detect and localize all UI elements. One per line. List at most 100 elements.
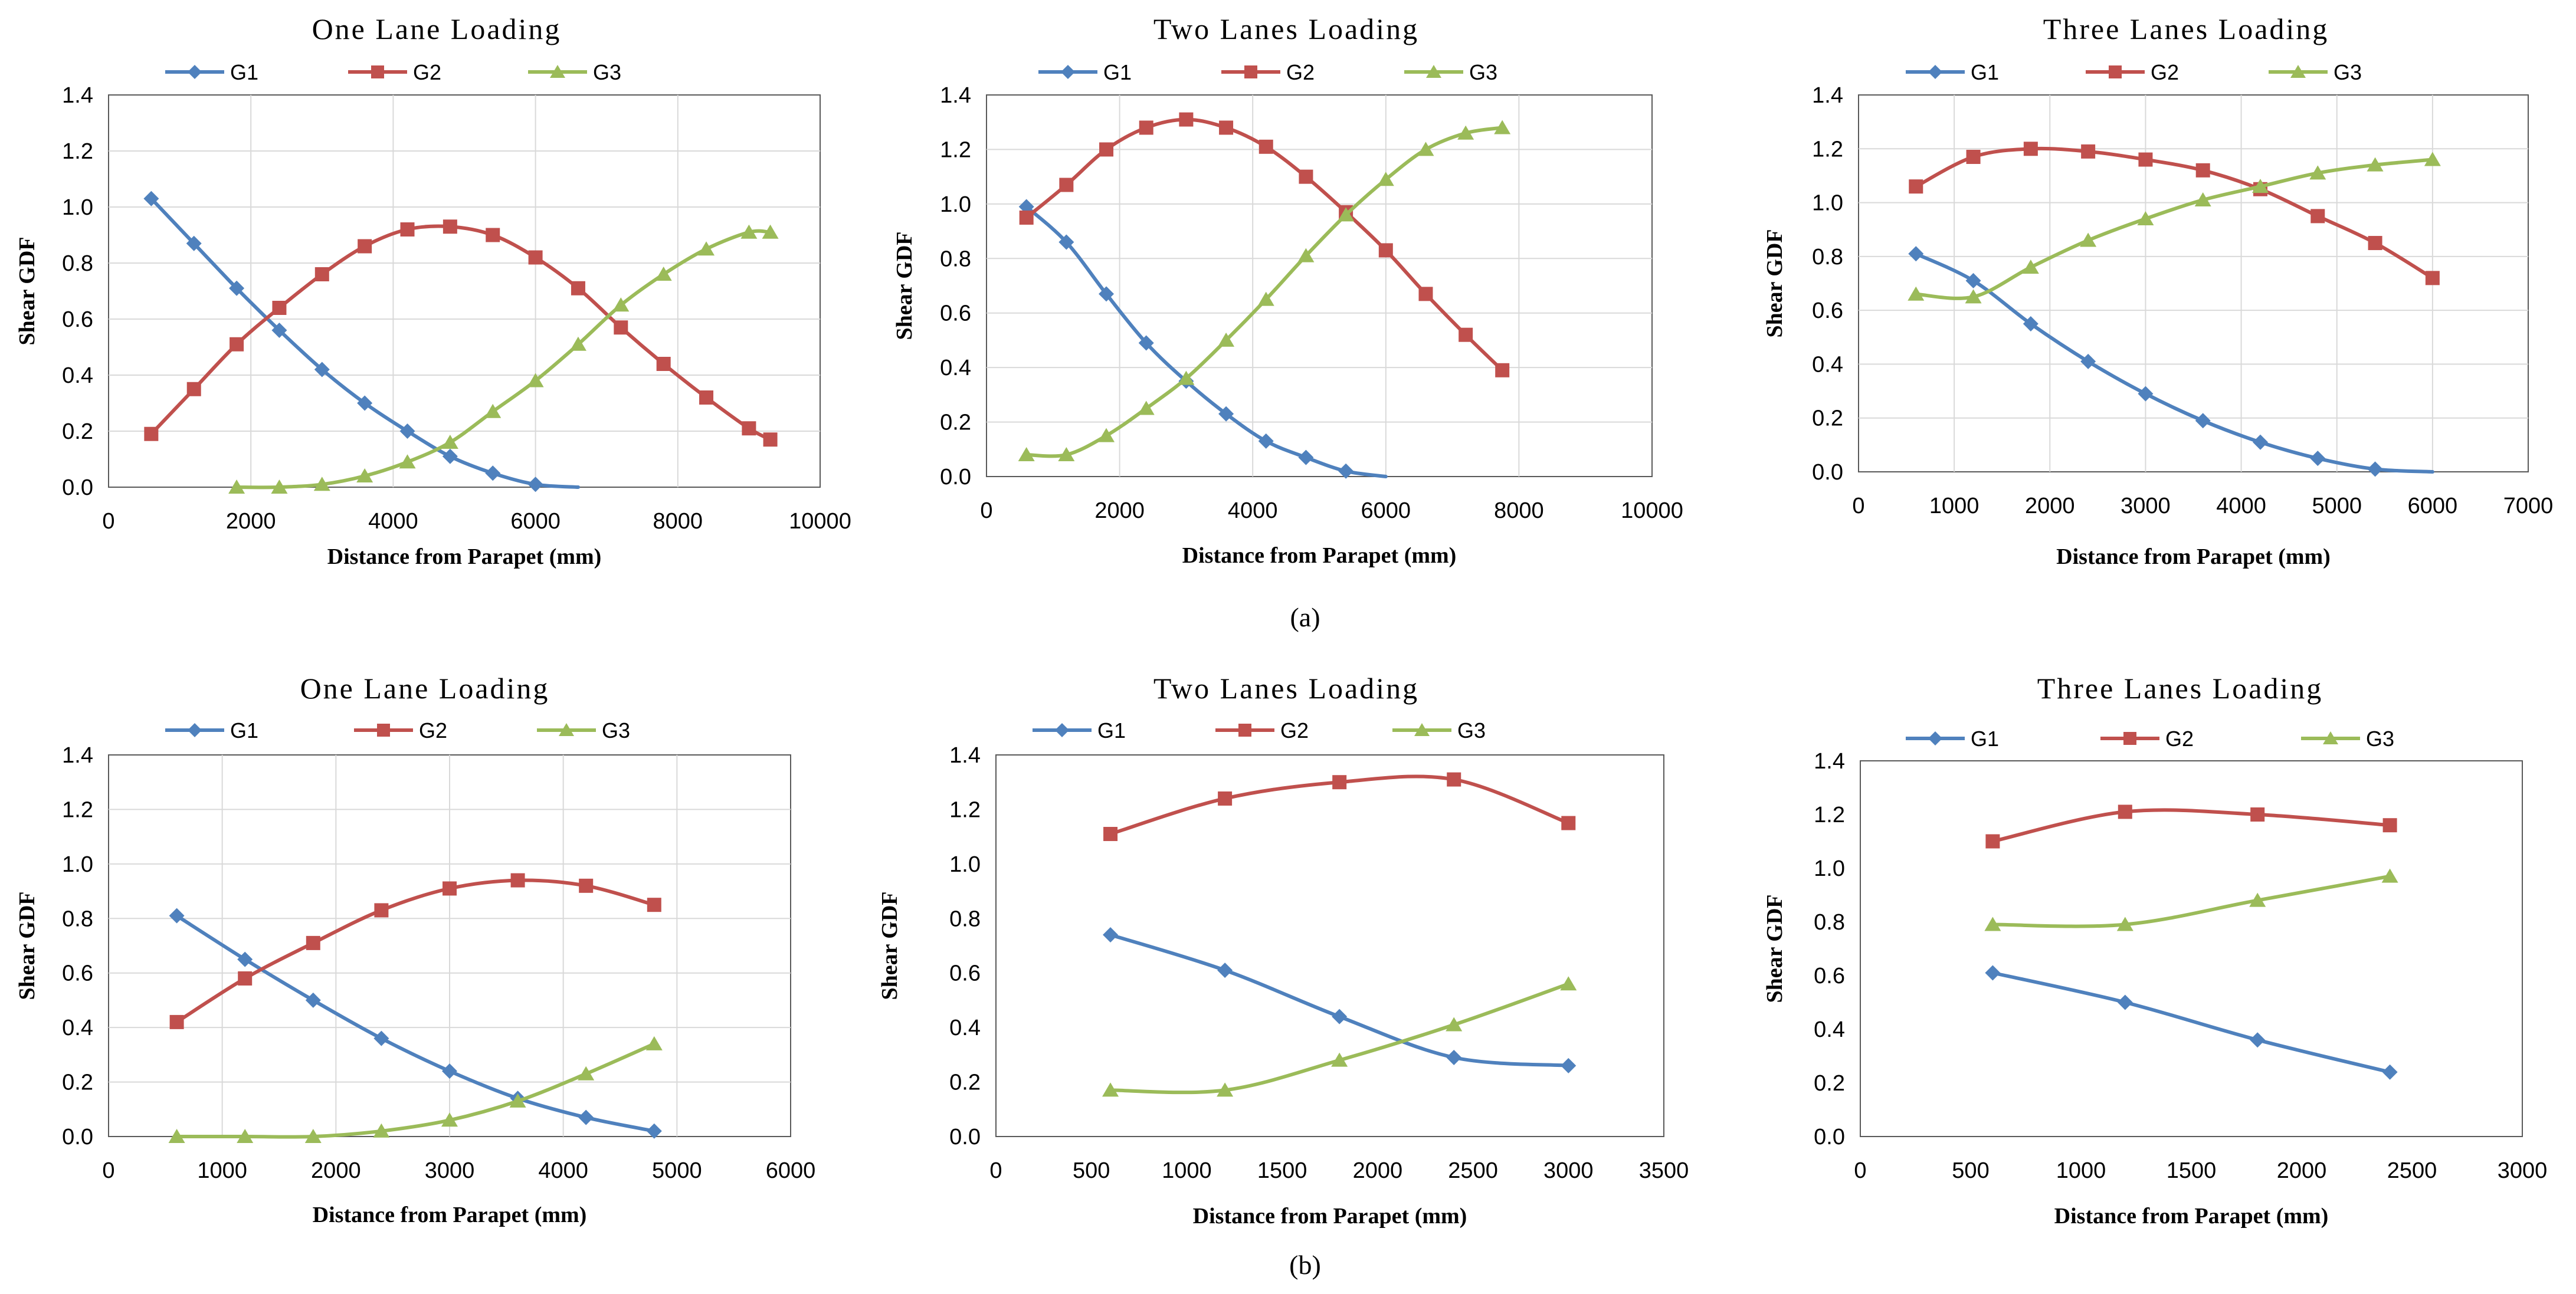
- data-point-g2: [1459, 327, 1473, 342]
- data-point-g2: [571, 281, 585, 295]
- x-axis-title: Distance from Parapet (mm): [1182, 543, 1457, 568]
- x-tick-label: 4000: [2216, 494, 2266, 518]
- data-point-g3: [2249, 892, 2266, 907]
- data-point-g3: [168, 1129, 185, 1143]
- x-tick-label: 500: [1073, 1158, 1110, 1183]
- caption-b: (b): [1289, 1250, 1321, 1280]
- legend-label-g3: G3: [2334, 60, 2362, 84]
- x-tick-label: 3000: [2498, 1158, 2548, 1183]
- x-tick-label: 1000: [2056, 1158, 2106, 1183]
- y-axis-title: Shear GDF: [1762, 894, 1787, 1003]
- data-point-g2: [1218, 791, 1233, 806]
- chart-title: Three Lanes Loading: [2043, 12, 2329, 45]
- data-point-g3: [1138, 400, 1155, 415]
- legend-label-g1: G1: [1971, 60, 1999, 84]
- data-point-g1: [305, 992, 321, 1008]
- data-point-g3: [527, 373, 544, 387]
- legend-label-g2: G2: [1286, 60, 1315, 84]
- data-point-g1: [442, 1063, 457, 1079]
- data-point-g1: [237, 951, 253, 967]
- data-point-g1: [1099, 286, 1115, 302]
- data-point-g1: [1561, 1057, 1577, 1073]
- y-axis-title: Shear GDF: [1762, 229, 1787, 337]
- data-point-g3: [441, 435, 458, 449]
- x-tick-label: 4000: [538, 1158, 588, 1183]
- data-point-g3: [2022, 260, 2039, 274]
- x-tick-label: 0: [980, 498, 992, 523]
- data-point-g2: [699, 390, 714, 405]
- data-point-g1: [229, 280, 245, 296]
- data-point-g3: [271, 479, 288, 494]
- y-tick-label: 1.0: [1812, 191, 1843, 216]
- charts-layer: 0.0 0.2 0.4 0.6 0.8 1.0 1.2 1.4 0 2000 4000 6000 800…: [15, 12, 2553, 1229]
- data-point-g2: [763, 432, 778, 447]
- x-tick-label: 2500: [2387, 1158, 2437, 1183]
- y-tick-label: 1.0: [1814, 856, 1845, 881]
- data-point-g3: [1457, 125, 1474, 140]
- data-point-g2: [238, 971, 253, 986]
- series-line-g3: [235, 229, 772, 490]
- data-point-g2: [186, 382, 201, 396]
- x-tick-label: 4000: [1228, 498, 1278, 523]
- plot-area-border: [995, 754, 1664, 1137]
- legend-marker-g2: [2123, 732, 2136, 745]
- y-axis-title: Shear GDF: [15, 237, 40, 345]
- y-tick-label: 0.0: [62, 475, 93, 500]
- chart-title: One Lane Loading: [300, 672, 550, 705]
- chart-title: Two Lanes Loading: [1153, 672, 1419, 705]
- y-tick-label: 0.6: [62, 307, 93, 332]
- data-point-g2: [1019, 210, 1034, 225]
- x-tick-label: 10000: [789, 509, 851, 534]
- chart-title: One Lane Loading: [312, 12, 562, 45]
- data-point-g2: [1179, 112, 1194, 127]
- data-point-g1: [1332, 1009, 1348, 1024]
- y-tick-label: 1.0: [62, 195, 93, 220]
- x-tick-label: 2000: [1094, 498, 1145, 523]
- data-point-g1: [399, 423, 415, 439]
- data-point-g1: [1217, 963, 1233, 978]
- y-tick-label: 1.4: [62, 743, 93, 768]
- legend-marker-g1: [1061, 65, 1075, 79]
- x-tick-label: 5000: [652, 1158, 702, 1183]
- legend-label-g2: G2: [413, 60, 441, 84]
- chart-title: Two Lanes Loading: [1153, 12, 1419, 45]
- y-tick-label: 1.0: [62, 852, 93, 877]
- x-tick-label: 2000: [311, 1158, 361, 1183]
- x-tick-label: 0: [1852, 494, 1864, 518]
- y-tick-label: 1.2: [949, 797, 981, 822]
- data-point-g3: [1908, 286, 1925, 301]
- y-tick-label: 1.4: [949, 743, 981, 768]
- data-point-g3: [578, 1066, 595, 1080]
- data-point-g2: [2023, 142, 2038, 156]
- data-point-g3: [740, 224, 758, 239]
- data-point-g2: [510, 873, 525, 888]
- x-tick-label: 6000: [510, 509, 561, 534]
- legend-label-g1: G1: [1971, 727, 1999, 751]
- legend-marker-g2: [1244, 65, 1257, 78]
- x-axis-title: Distance from Parapet (mm): [313, 1203, 587, 1227]
- x-tick-label: 0: [102, 1158, 114, 1183]
- data-point-g1: [1103, 927, 1119, 943]
- plot-area-border: [108, 94, 821, 488]
- data-point-g3: [237, 1129, 254, 1143]
- data-point-g3: [1984, 917, 2001, 931]
- y-tick-label: 0.0: [1814, 1125, 1845, 1150]
- legend-marker-g2: [2109, 65, 2122, 78]
- series-g2: [1909, 142, 2440, 285]
- legend-label-g2: G2: [2151, 60, 2179, 84]
- data-point-g3: [1178, 370, 1195, 385]
- data-point-g2: [486, 228, 500, 242]
- x-tick-label: 1000: [1929, 494, 1979, 518]
- series-g2: [1103, 772, 1576, 842]
- series-g1: [1103, 927, 1577, 1073]
- legend-label-g2: G2: [419, 718, 447, 743]
- y-tick-label: 0.6: [949, 961, 981, 986]
- data-point-g1: [2080, 353, 2096, 369]
- legend-label-g3: G3: [602, 718, 630, 743]
- x-tick-label: 5000: [2312, 494, 2362, 518]
- legend-marker-g3: [2323, 731, 2338, 744]
- data-point-g2: [1966, 149, 1981, 164]
- x-tick-label: 3000: [1543, 1158, 1594, 1183]
- x-tick-label: 2500: [1448, 1158, 1498, 1183]
